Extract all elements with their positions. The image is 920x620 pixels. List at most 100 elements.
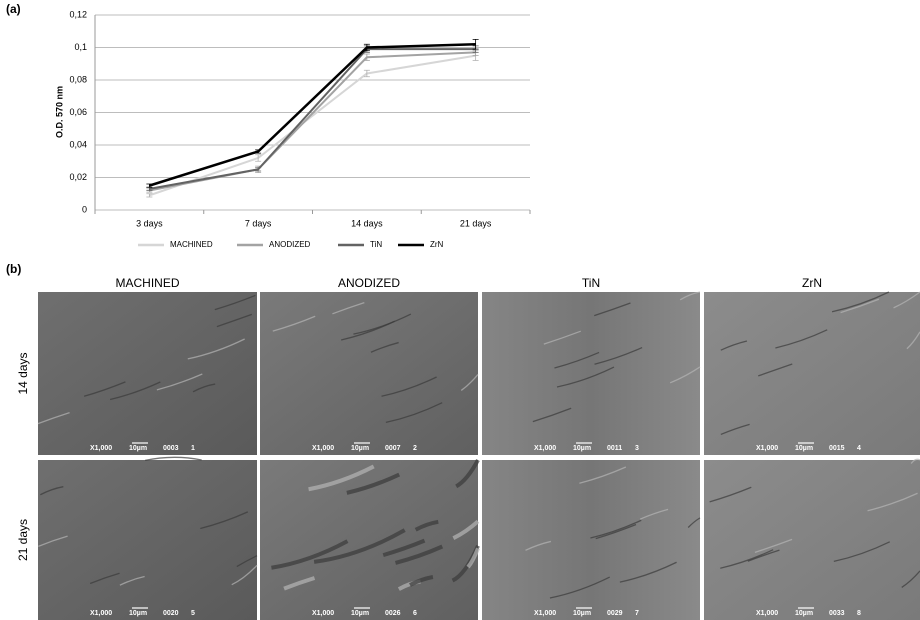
texture: [39, 486, 64, 496]
scale-text: 10µm: [573, 445, 591, 452]
error-bar: [472, 38, 479, 50]
texture: [543, 330, 582, 345]
texture: [187, 338, 245, 360]
column-header: ANODIZED: [338, 276, 400, 290]
scale-text: 0015: [829, 445, 845, 452]
texture: [833, 541, 891, 563]
image-background: [482, 292, 700, 455]
texture: [231, 564, 258, 586]
texture: [720, 423, 750, 436]
error-bar: [363, 43, 370, 52]
texture: [313, 528, 406, 564]
texture: [37, 412, 70, 425]
scale-text: X1,000: [90, 610, 112, 617]
legend-label: MACHINED: [170, 240, 213, 249]
scale-text: 10µm: [129, 610, 147, 617]
row-label: 14 days: [16, 352, 30, 394]
sem-image: X1,000 10µm 0033 8: [704, 458, 920, 620]
scale-text: 10µm: [351, 445, 369, 452]
texture: [525, 540, 552, 551]
sem-image: X1,000 10µm 0026 6: [260, 459, 480, 620]
sem-image: X1,000 10µm 0029 7: [482, 460, 701, 620]
texture: [831, 291, 890, 313]
scale-text: 6: [413, 610, 417, 617]
texture: [83, 381, 126, 397]
texture: [906, 331, 920, 350]
scale-text: X1,000: [756, 610, 778, 617]
texture: [200, 511, 249, 530]
data-line: [149, 48, 476, 190]
texture: [89, 572, 120, 585]
error-bar: [363, 69, 370, 78]
texture: [414, 519, 439, 532]
texture: [669, 366, 701, 384]
texture: [370, 341, 399, 353]
texture: [639, 508, 669, 520]
texture: [382, 538, 426, 558]
texture: [192, 383, 216, 393]
texture: [775, 329, 828, 349]
image-background: [260, 460, 478, 620]
texture: [381, 376, 437, 397]
x-tick-label: 3 days: [136, 218, 163, 228]
scale-text: 8: [857, 610, 861, 617]
scale-text: 5: [191, 610, 195, 617]
texture: [556, 366, 615, 388]
row-label: 21 days: [16, 519, 30, 561]
y-tick-label: 0,1: [74, 42, 87, 52]
texture: [394, 544, 444, 565]
scale-text: 4: [857, 445, 861, 452]
scale-text: 10µm: [129, 445, 147, 452]
texture: [709, 486, 752, 503]
texture: [720, 340, 748, 351]
y-tick-label: 0,06: [69, 107, 87, 117]
texture: [271, 539, 349, 570]
texture: [455, 459, 480, 489]
image-background: [704, 460, 920, 620]
error-bar: [146, 183, 153, 188]
texture: [687, 517, 701, 528]
y-tick-label: 0,08: [69, 74, 87, 84]
texture: [893, 291, 920, 309]
scale-text: 3: [635, 445, 639, 452]
texture: [385, 402, 443, 424]
sem-image: X1,000 10µm 0015 4: [704, 291, 920, 455]
error-bar: [146, 193, 153, 198]
image-background: [704, 292, 920, 455]
texture: [590, 519, 642, 539]
texture: [409, 575, 434, 587]
scale-text: 10µm: [573, 610, 591, 617]
texture: [236, 555, 258, 568]
error-bar: [255, 154, 262, 162]
scale-text: 1: [191, 445, 195, 452]
texture: [594, 302, 631, 317]
texture: [840, 298, 880, 314]
texture: [532, 407, 572, 423]
texture: [216, 313, 253, 328]
texture: [452, 519, 480, 541]
column-header: TiN: [582, 276, 600, 290]
texture: [109, 381, 161, 401]
scale-text: X1,000: [534, 445, 556, 452]
sem-image: X1,000 10µm 0007 2: [260, 292, 479, 455]
texture: [119, 575, 145, 586]
texture: [619, 561, 677, 583]
texture: [38, 535, 68, 547]
texture: [747, 549, 780, 562]
texture: [332, 302, 365, 315]
texture: [283, 576, 316, 591]
data-line: [149, 43, 476, 187]
x-tick-label: 14 days: [351, 218, 383, 228]
scale-text: 10µm: [795, 445, 813, 452]
scale-text: 0011: [607, 445, 622, 452]
scale-text: X1,000: [756, 445, 778, 452]
scale-text: 0026: [385, 610, 401, 617]
legend-label: TiN: [370, 240, 382, 249]
y-axis-label: O.D. 570 nm: [54, 86, 64, 138]
scale-text: 0029: [607, 610, 623, 617]
image-background: [482, 460, 700, 620]
texture: [758, 363, 793, 377]
scale-text: X1,000: [312, 445, 334, 452]
column-header: MACHINED: [115, 276, 179, 290]
